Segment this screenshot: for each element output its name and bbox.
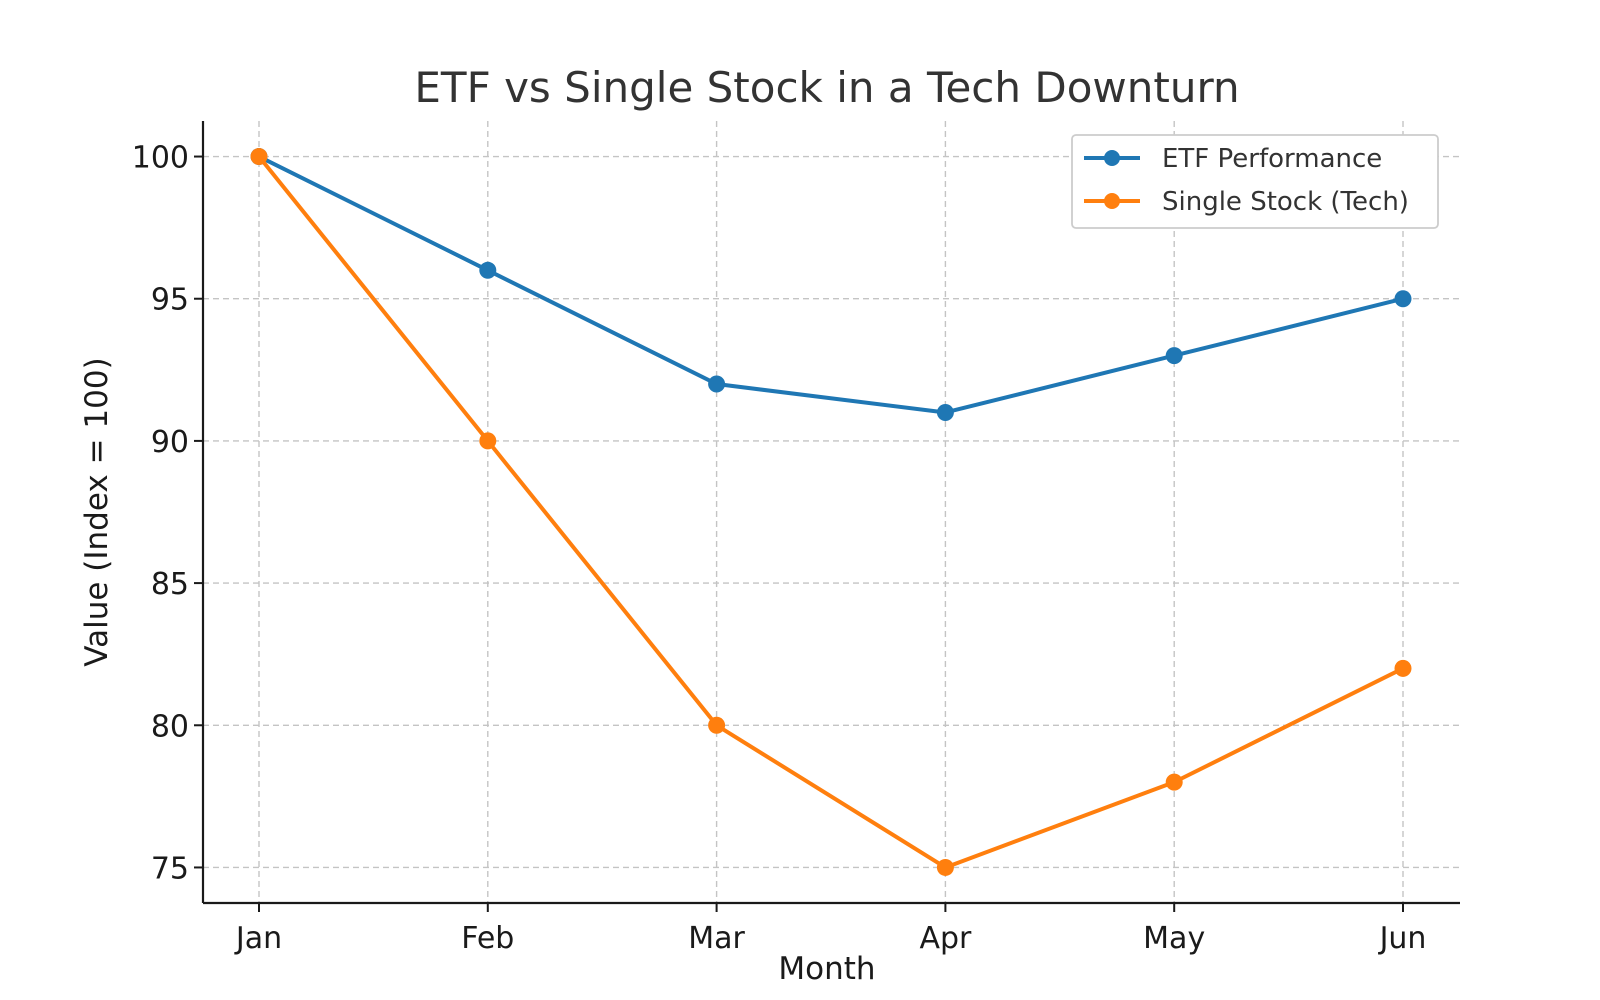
y-tick-label-90: 90 [151, 425, 189, 460]
y-tick-label-80: 80 [151, 709, 189, 744]
x-tick-label-mar: Mar [688, 921, 745, 956]
data-point-single-stock-jun [1394, 659, 1412, 677]
grid [203, 121, 1460, 903]
legend-swatch-stock-marker [1104, 193, 1120, 209]
x-tick-label-feb: Feb [461, 921, 514, 956]
x-tick-label-jun: Jun [1378, 921, 1427, 956]
data-point-etf-mar [708, 375, 726, 393]
legend-label-single-stock: Single Stock (Tech) [1162, 187, 1409, 217]
series-line-etf [257, 154, 1405, 415]
data-point-etf-apr [936, 403, 954, 421]
x-axis-label: Month [778, 951, 875, 987]
y-tick-label-95: 95 [151, 283, 189, 318]
chart-title: ETF vs Single Stock in a Tech Downturn [414, 63, 1239, 112]
legend-entry-single-stock: Single Stock (Tech) [1084, 187, 1409, 217]
legend: ETF Performance Single Stock (Tech) [1071, 134, 1439, 229]
x-tick-label-may: May [1143, 921, 1205, 956]
data-point-etf-feb [479, 261, 497, 279]
data-point-single-stock-mar [708, 716, 726, 734]
data-point-single-stock-jan [250, 148, 268, 166]
y-tick-label-85: 85 [151, 567, 189, 602]
y-tick-label-75: 75 [151, 851, 189, 886]
legend-box [1071, 134, 1439, 229]
data-point-single-stock-may [1165, 773, 1183, 791]
legend-swatch-etf-marker [1104, 150, 1120, 166]
legend-entry-etf: ETF Performance [1084, 144, 1382, 174]
legend-label-etf: ETF Performance [1162, 144, 1382, 174]
series-etf [250, 148, 1412, 421]
series-line-single-stock [257, 154, 1405, 870]
data-point-single-stock-feb [479, 432, 497, 450]
axes: Jan Feb Mar Apr May Jun 75 80 85 90 95 100 [132, 121, 1460, 956]
data-point-etf-jun [1394, 290, 1412, 308]
series-single-stock [250, 148, 1412, 876]
y-tick-label-100: 100 [132, 141, 189, 176]
x-tick-label-jan: Jan [234, 921, 282, 956]
x-tick-label-apr: Apr [919, 921, 972, 956]
data-point-etf-may [1165, 347, 1183, 365]
series-layer [250, 148, 1412, 876]
data-point-single-stock-apr [936, 858, 954, 876]
y-axis-label: Value (Index = 100) [79, 357, 115, 666]
